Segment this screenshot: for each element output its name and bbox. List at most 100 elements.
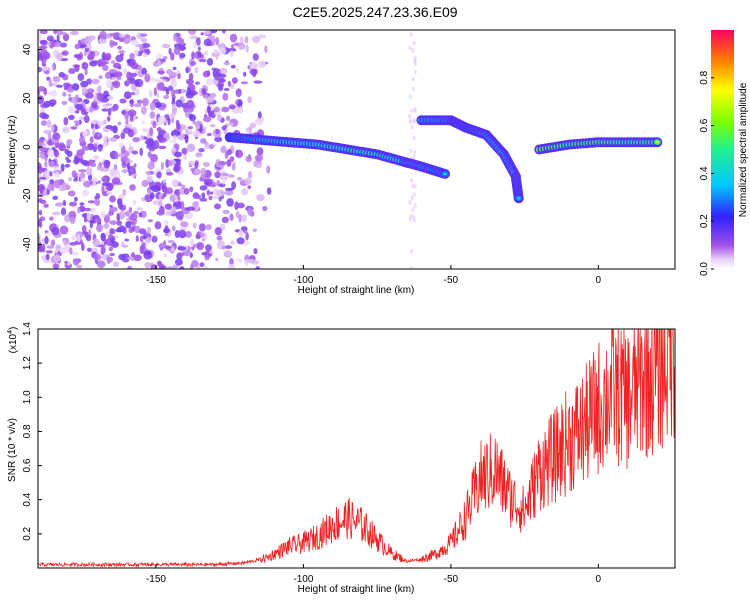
noise-blob	[203, 50, 209, 56]
noise-blob	[199, 197, 208, 202]
noise-blob	[48, 79, 53, 87]
noise-blob	[154, 221, 162, 230]
noise-blob	[54, 41, 61, 48]
noise-blob	[408, 113, 412, 119]
noise-blob	[62, 91, 67, 97]
noise-blob	[176, 252, 185, 257]
noise-blob	[111, 177, 121, 185]
noise-blob	[128, 77, 136, 85]
noise-blob	[122, 36, 131, 44]
noise-blob	[97, 144, 103, 152]
noise-blob	[73, 53, 82, 59]
noise-blob	[171, 206, 177, 214]
noise-blob	[257, 111, 262, 119]
snr-ytick-label: 0.2	[22, 526, 33, 540]
spectrogram-xtick-label: -100	[293, 275, 313, 286]
noise-blob	[167, 117, 171, 126]
noise-blob	[204, 265, 209, 269]
noise-blob	[175, 211, 184, 220]
noise-blob	[156, 126, 162, 132]
noise-blob	[138, 228, 147, 235]
noise-blob	[130, 62, 139, 70]
noise-blob	[204, 30, 211, 36]
noise-blob	[106, 79, 112, 89]
noise-blob	[147, 219, 153, 223]
noise-blob	[78, 169, 87, 173]
noise-blob	[103, 159, 111, 169]
noise-blob	[173, 33, 177, 42]
noise-blob	[126, 162, 131, 170]
noise-blob	[173, 46, 181, 56]
noise-blob	[411, 183, 415, 189]
noise-blob	[64, 148, 70, 155]
noise-blob	[201, 238, 205, 242]
snr-scale-exp: 4	[7, 330, 14, 334]
noise-blob	[70, 30, 79, 36]
noise-blob	[230, 240, 235, 245]
noise-blob	[180, 221, 188, 228]
noise-blob	[124, 80, 130, 87]
noise-blob	[154, 78, 160, 83]
noise-blob	[209, 191, 214, 195]
noise-blob	[128, 227, 134, 234]
noise-blob	[47, 148, 54, 158]
noise-blob	[158, 145, 167, 150]
noise-blob	[41, 143, 47, 147]
noise-blob	[252, 228, 257, 232]
noise-blob	[240, 188, 249, 196]
noise-blob	[102, 141, 110, 147]
noise-blob	[77, 73, 85, 82]
noise-blob	[133, 49, 139, 57]
noise-blob	[231, 162, 236, 171]
noise-blob	[71, 251, 80, 256]
noise-blob	[245, 155, 253, 163]
noise-blob	[202, 116, 212, 123]
snr-ytick-label: 0.6	[22, 458, 33, 472]
noise-blob	[87, 143, 94, 148]
noise-blob	[409, 94, 412, 100]
noise-blob	[139, 33, 148, 37]
noise-blob	[44, 232, 52, 236]
noise-blob	[408, 45, 412, 51]
noise-blob	[129, 184, 136, 191]
noise-blob	[121, 253, 131, 263]
noise-blob	[201, 252, 207, 256]
noise-blob	[411, 47, 415, 53]
noise-blob	[227, 174, 235, 178]
noise-blob	[226, 115, 231, 122]
noise-blob	[158, 242, 166, 249]
noise-blob	[59, 247, 69, 255]
noise-blob	[38, 209, 43, 216]
noise-blob	[194, 168, 200, 175]
noise-blob	[93, 143, 98, 148]
noise-blob	[170, 147, 177, 152]
noise-blob	[81, 242, 85, 252]
noise-blob	[108, 183, 113, 191]
noise-blob	[266, 165, 271, 174]
noise-blob	[89, 136, 94, 144]
noise-blob	[218, 196, 222, 202]
noise-blob	[114, 72, 119, 77]
noise-blob	[53, 30, 58, 35]
noise-blob	[137, 50, 144, 54]
noise-blob	[68, 68, 76, 74]
noise-blob	[40, 120, 48, 126]
noise-blob	[226, 148, 232, 156]
noise-blob	[144, 73, 151, 83]
noise-blob	[147, 151, 152, 158]
noise-blob	[190, 61, 197, 66]
signal-core	[655, 140, 660, 144]
noise-blob	[67, 93, 72, 97]
noise-blob	[198, 148, 205, 153]
noise-blob	[197, 46, 201, 51]
noise-blob	[171, 179, 179, 188]
noise-blob	[222, 209, 230, 214]
noise-blob	[86, 212, 91, 221]
noise-blob	[163, 185, 168, 194]
noise-blob	[81, 225, 87, 233]
noise-blob	[102, 90, 110, 99]
noise-blob	[78, 119, 82, 125]
noise-blob	[226, 159, 232, 167]
noise-blob	[231, 77, 238, 84]
noise-blob	[109, 168, 116, 177]
